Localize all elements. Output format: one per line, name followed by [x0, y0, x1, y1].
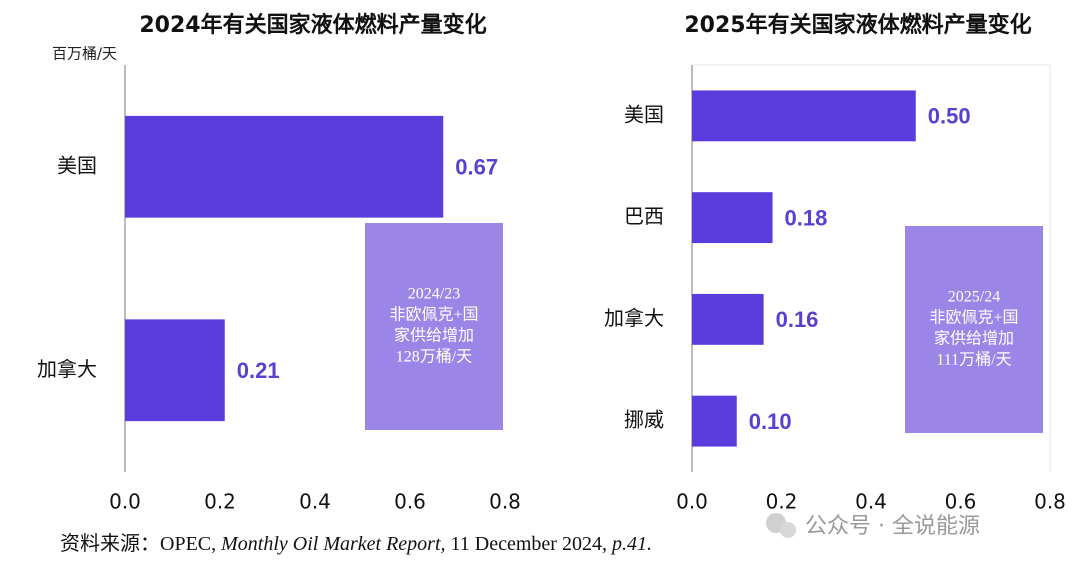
x-tick-label: 0.0 — [676, 490, 708, 514]
annotation: 家供给增加 — [394, 327, 474, 345]
y-tick-label: 美国 — [57, 153, 97, 177]
chart-title: 2024年有关国家液体燃料产量变化 — [139, 12, 486, 38]
value-label: 0.50 — [928, 104, 971, 129]
bar — [692, 90, 916, 142]
bar — [692, 293, 764, 345]
x-tick-label: 0.6 — [945, 490, 977, 514]
annotation: 非欧佩克+国 — [929, 309, 1018, 327]
annotation-box — [905, 226, 1043, 433]
x-tick-label: 0.0 — [109, 490, 141, 514]
annotation: 家供给增加 — [934, 330, 1014, 348]
source-part: Monthly Oil Market Report, — [220, 533, 445, 555]
bar — [692, 395, 737, 447]
source-part: p.41. — [610, 533, 652, 555]
annotation: 非欧佩克+国 — [389, 306, 478, 324]
value-label: 0.18 — [785, 205, 828, 230]
bar — [125, 115, 444, 218]
annotation-box — [365, 223, 503, 430]
source-part: 11 December 2024, — [446, 533, 612, 555]
annotation: 2024/23 — [408, 286, 460, 303]
value-label: 0.21 — [237, 358, 280, 383]
source: 资料来源：OPEC, Monthly Oil Market Report, 11… — [60, 532, 652, 555]
unit-label: 百万桶/天 — [52, 45, 117, 63]
y-tick-label: 挪威 — [624, 408, 664, 432]
y-tick-label: 加拿大 — [604, 306, 664, 330]
x-tick-label: 0.8 — [1034, 490, 1066, 514]
value-label: 0.67 — [455, 155, 498, 180]
x-tick-label: 0.4 — [855, 490, 887, 514]
annotation: 2025/24 — [948, 289, 1000, 306]
bar — [692, 192, 773, 244]
annotation: 128万桶/天 — [396, 348, 472, 366]
value-label: 0.10 — [749, 409, 792, 434]
x-tick-label: 0.6 — [394, 490, 426, 514]
bar — [125, 319, 225, 422]
watermark-icon — [766, 513, 796, 538]
annotation: 111万桶/天 — [936, 351, 1011, 369]
x-tick-label: 0.2 — [204, 490, 236, 514]
watermark: 公众号 · 全说能源 — [805, 514, 980, 539]
source-part: 资料来源：OPEC, — [60, 532, 221, 555]
y-tick-label: 加拿大 — [37, 357, 97, 381]
y-tick-label: 巴西 — [624, 204, 664, 228]
chart-title: 2025年有关国家液体燃料产量变化 — [684, 12, 1031, 38]
x-tick-label: 0.2 — [766, 490, 798, 514]
x-tick-label: 0.4 — [299, 490, 331, 514]
y-tick-label: 美国 — [624, 102, 664, 126]
x-tick-label: 0.8 — [489, 490, 521, 514]
value-label: 0.16 — [776, 307, 819, 332]
